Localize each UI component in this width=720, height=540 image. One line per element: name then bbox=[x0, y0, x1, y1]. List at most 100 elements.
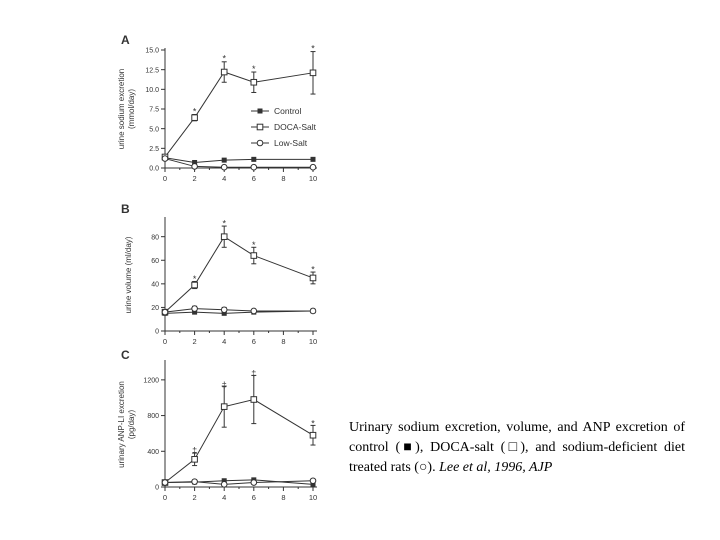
data-point bbox=[310, 481, 316, 487]
y-tick-label: 7.5 bbox=[149, 107, 159, 114]
x-tick-label: 4 bbox=[222, 337, 226, 346]
y-axis-label-line2: (mmol/day) bbox=[127, 89, 136, 129]
panel-label: A bbox=[121, 33, 130, 47]
data-point bbox=[309, 431, 317, 439]
data-point bbox=[220, 403, 228, 410]
legend-label: Low-Salt bbox=[274, 138, 308, 148]
data-point bbox=[161, 479, 169, 486]
legend-label: Control bbox=[274, 106, 302, 116]
y-tick-label: 2.5 bbox=[149, 146, 159, 153]
y-tick-label: 1200 bbox=[143, 377, 159, 384]
x-tick-label: 0 bbox=[163, 493, 167, 502]
data-point bbox=[250, 78, 258, 86]
x-tick-label: 8 bbox=[281, 493, 285, 502]
data-point bbox=[251, 156, 257, 162]
data-point bbox=[191, 456, 198, 463]
y-tick-label: 60 bbox=[151, 258, 159, 265]
panel-b: B 0 2 4 6 8 10 0 20 40 60 80 urine volume (ml/day) * *… bbox=[121, 202, 317, 346]
x-tick-label: 8 bbox=[281, 174, 285, 183]
data-point bbox=[161, 308, 169, 316]
caption-citation: Lee et al, 1996, AJP bbox=[439, 460, 553, 475]
significance-mark: ‡ bbox=[222, 380, 227, 390]
x-tick-label: 10 bbox=[309, 337, 317, 346]
data-point bbox=[191, 163, 198, 170]
y-tick-label: 0 bbox=[155, 485, 159, 492]
data-point bbox=[250, 163, 258, 171]
y-tick-label: 20 bbox=[151, 305, 159, 312]
x-tick-label: 0 bbox=[163, 174, 167, 183]
y-axis-label: urine sodium excretion (mmol/day) bbox=[117, 69, 136, 149]
significance-mark: * bbox=[193, 274, 197, 284]
data-point bbox=[191, 305, 198, 312]
data-point bbox=[191, 478, 198, 485]
series-line bbox=[164, 157, 313, 163]
legend-marker bbox=[257, 108, 263, 114]
data-point bbox=[221, 478, 227, 484]
x-tick-label: 2 bbox=[193, 174, 197, 183]
panel-label: B bbox=[121, 202, 130, 216]
panel-a: A 0 2 4 6 8 10 0.0 2.5 5.0 7.5 10.0 12.5 15.0 urine so… bbox=[117, 33, 317, 183]
data-point bbox=[309, 307, 317, 315]
y-axis-label-line1: urine sodium excretion bbox=[117, 69, 126, 149]
y-axis-label-line1: urine volume (ml/day) bbox=[124, 236, 133, 313]
series-low-salt bbox=[161, 305, 317, 316]
legend: Control DOCA-Salt Low-Salt bbox=[251, 106, 317, 148]
significance-mark: * bbox=[311, 43, 315, 53]
data-point bbox=[250, 396, 258, 403]
figure-caption: Urinary sodium excretion, volume, and AN… bbox=[349, 418, 685, 478]
data-point bbox=[310, 156, 316, 162]
y-axis-label-line2: (pg/day) bbox=[127, 409, 136, 439]
panel-c: C 0 2 4 6 8 10 0 400 800 1200 urinary ANP-LI excret… bbox=[117, 348, 317, 502]
data-point bbox=[220, 233, 228, 240]
data-point bbox=[309, 274, 317, 282]
data-point bbox=[191, 114, 198, 121]
x-tick-label: 6 bbox=[252, 493, 256, 502]
x-tick-label: 4 bbox=[222, 174, 226, 183]
series-line bbox=[164, 398, 314, 483]
data-point bbox=[192, 309, 198, 315]
data-point bbox=[191, 281, 198, 289]
data-point bbox=[221, 310, 227, 316]
significance-mark: * bbox=[311, 419, 315, 429]
y-axis-label: urine volume (ml/day) bbox=[124, 236, 133, 313]
data-point bbox=[250, 252, 258, 259]
x-tick-label: 0 bbox=[163, 337, 167, 346]
panel-label: C bbox=[121, 348, 130, 362]
y-axis-label-line1: urinary ANP-LI excretion bbox=[117, 381, 126, 468]
significance-mark: * bbox=[222, 54, 226, 64]
x-tick-label: 10 bbox=[309, 174, 317, 183]
series-doca-salt bbox=[161, 374, 317, 486]
significance-mark: * bbox=[252, 240, 256, 250]
data-point bbox=[220, 306, 228, 314]
x-tick-label: 8 bbox=[281, 337, 285, 346]
x-tick-label: 6 bbox=[252, 174, 256, 183]
significance-mark: ‡ bbox=[192, 445, 197, 455]
y-tick-label: 400 bbox=[147, 449, 159, 456]
x-tick-label: 6 bbox=[252, 337, 256, 346]
series-line bbox=[164, 235, 314, 313]
y-tick-label: 15.0 bbox=[145, 48, 159, 55]
y-tick-label: 800 bbox=[147, 413, 159, 420]
y-tick-label: 0 bbox=[155, 329, 159, 336]
x-tick-label: 10 bbox=[309, 493, 317, 502]
x-tick-label: 4 bbox=[222, 493, 226, 502]
caption-text: Urinary sodium excretion, volume, and AN… bbox=[349, 420, 685, 475]
data-point bbox=[220, 163, 228, 171]
y-tick-label: 10.0 bbox=[145, 87, 159, 94]
y-axis-label: urinary ANP-LI excretion (pg/day) bbox=[117, 381, 136, 468]
data-point bbox=[192, 159, 198, 165]
y-tick-label: 12.5 bbox=[145, 67, 159, 74]
x-tick-label: 2 bbox=[193, 337, 197, 346]
y-tick-label: 5.0 bbox=[149, 126, 159, 133]
y-tick-label: 80 bbox=[151, 234, 159, 241]
significance-mark: ‡ bbox=[251, 369, 256, 379]
significance-mark: * bbox=[222, 219, 226, 229]
data-point bbox=[220, 68, 228, 76]
legend-label: DOCA-Salt bbox=[274, 122, 317, 132]
data-point bbox=[161, 155, 169, 162]
data-point bbox=[309, 163, 317, 171]
y-tick-label: 40 bbox=[151, 281, 159, 288]
data-point bbox=[220, 481, 228, 488]
data-point bbox=[250, 479, 258, 486]
